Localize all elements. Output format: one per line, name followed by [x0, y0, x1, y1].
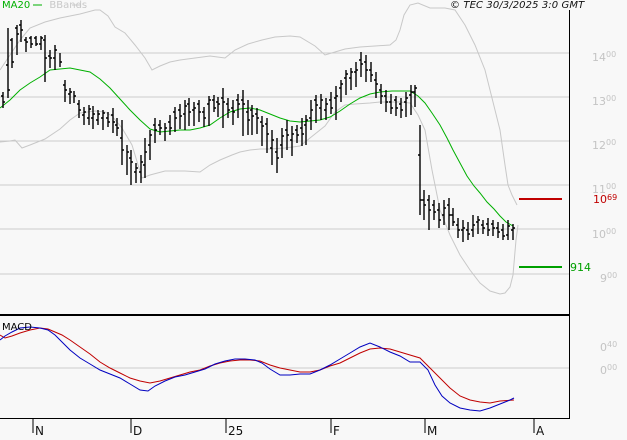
bbands-lower-line [0, 101, 519, 295]
x-label-nov: N [35, 424, 44, 438]
x-axis-ticks [32, 419, 535, 433]
x-label-mar: M [427, 424, 438, 438]
price-tick-1000: 1000 [592, 227, 617, 241]
x-label-2025: 25 [228, 424, 244, 438]
bbands-legend-label: BBands [49, 0, 88, 11]
ma20-legend-label: MA20 [2, 0, 31, 11]
macd-signal-line [0, 327, 515, 404]
macd-line [0, 326, 515, 412]
price-tick-1100: 1100 [592, 182, 617, 196]
price-tick-900: 900 [600, 271, 618, 285]
x-label-feb: F [333, 424, 340, 438]
ma20-line [0, 67, 514, 227]
x-label-dec: D [133, 424, 143, 438]
price-tick-1300: 1300 [592, 94, 617, 108]
chart-legend: MA20 BBands [2, 0, 87, 11]
bbands-upper-line [0, 2, 518, 206]
macd-tick-040: 040 [600, 340, 618, 354]
price-gridlines [0, 52, 569, 275]
macd-panel-title: MACD [2, 322, 32, 333]
macd-tick-000: 000 [600, 363, 618, 377]
resistance-level-label: 1069 [593, 193, 618, 206]
price-tick-1400: 1400 [592, 50, 617, 64]
support-level-label: 914 [570, 261, 591, 274]
price-tick-1200: 1200 [592, 138, 617, 152]
x-label-apr: A [536, 424, 545, 438]
copyright-timestamp: © TEC 30/3/2025 3:0 GMT [450, 0, 585, 11]
price-bars [1, 20, 515, 242]
